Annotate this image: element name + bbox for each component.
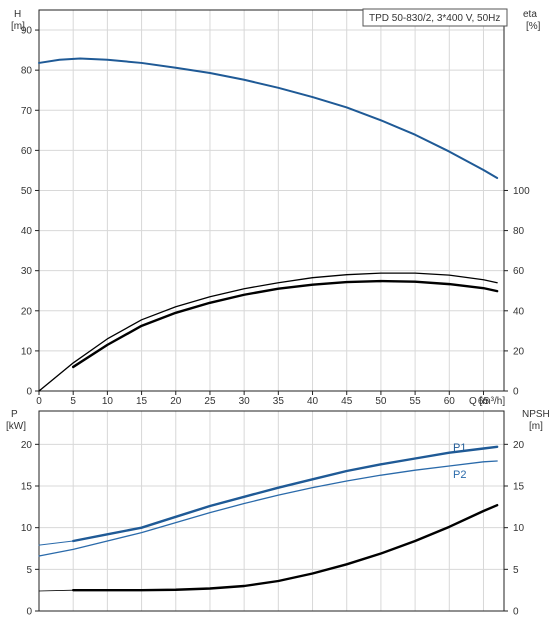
left-tick-label: 40	[21, 226, 33, 237]
p2-curve	[38, 460, 498, 557]
right-tick-label: 10	[513, 523, 525, 534]
left-tick-label: 80	[21, 66, 33, 77]
left-tick-label: 20	[21, 306, 33, 317]
power-axis-label-unit: [kW]	[6, 421, 26, 432]
right-tick-label: 20	[513, 440, 525, 451]
npsh-curve	[71, 503, 499, 592]
right-tick-label: 20	[513, 346, 525, 357]
x-tick-label: 55	[410, 396, 422, 407]
x-tick-label: 5	[70, 396, 76, 407]
p1-curve	[71, 445, 499, 543]
top-left-tick-labels: 0 10 20 30 40 50 60 70 80 90	[21, 26, 39, 398]
bottom-right-tick-labels: 0 5 10 15 20	[504, 440, 525, 618]
bottom-series-lines	[38, 445, 499, 592]
left-tick-label: 10	[21, 346, 33, 357]
left-tick-label: 0	[26, 607, 32, 618]
eta-axis-label-unit: [%]	[526, 21, 541, 32]
left-tick-label: 0	[26, 387, 32, 398]
head-axis-label-name: H	[14, 9, 21, 20]
p2-series-label: P2	[453, 469, 466, 481]
right-tick-label: 0	[513, 607, 519, 618]
left-tick-label: 15	[21, 482, 33, 493]
right-tick-label: 5	[513, 565, 519, 576]
p1-series-label: P1	[453, 442, 466, 454]
title-box: TPD 50-830/2, 3*400 V, 50Hz	[362, 8, 508, 27]
x-tick-label: 20	[170, 396, 182, 407]
eta-axis-label-name: eta	[523, 9, 537, 20]
right-tick-label: 100	[513, 186, 530, 197]
x-tick-label: 65	[478, 396, 490, 407]
npsh-axis-label-name: NPSH	[522, 409, 550, 420]
left-tick-label: 20	[21, 440, 33, 451]
eta-thick-curve	[71, 279, 499, 369]
origin-tail-curve	[38, 362, 74, 392]
right-tick-label: 80	[513, 226, 525, 237]
left-tick-label: 60	[21, 146, 33, 157]
right-tick-label: 15	[513, 482, 525, 493]
x-tick-label: 25	[204, 396, 216, 407]
h-curve	[38, 57, 499, 180]
head-efficiency-panel: 0 10 20 30 40 50 60 70 80 90 0 20 40 60 80 100 0 5 10 15 2…	[11, 8, 541, 407]
top-grid	[39, 10, 504, 391]
x-tick-label: 40	[307, 396, 319, 407]
chart-title: TPD 50-830/2, 3*400 V, 50Hz	[369, 13, 500, 24]
eta-thin-curve	[38, 272, 498, 392]
left-tick-label: 70	[21, 106, 33, 117]
flow-axis-label: Q [m³/h]	[469, 396, 505, 407]
npsh-axis-label-unit: [m]	[529, 421, 543, 432]
x-tick-label: 10	[102, 396, 114, 407]
head-axis-label-unit: [m]	[11, 21, 25, 32]
top-x-tick-labels: 0 5 10 15 20 25 30 35 40 45 50 55 60 65	[36, 391, 489, 407]
x-tick-label: 35	[273, 396, 285, 407]
x-tick-label: 45	[341, 396, 353, 407]
top-series-lines	[38, 57, 499, 392]
right-tick-label: 60	[513, 266, 525, 277]
left-tick-label: 5	[26, 565, 32, 576]
right-tick-label: 0	[513, 387, 519, 398]
x-tick-label: 0	[36, 396, 42, 407]
right-tick-label: 40	[513, 306, 525, 317]
bottom-plot-frame	[38, 410, 505, 612]
power-npsh-panel: 0 5 10 15 20 0 5 10 15 20 P [kW] NPSH [m] P1 P2	[6, 409, 550, 618]
x-tick-label: 30	[239, 396, 251, 407]
left-tick-label: 90	[21, 26, 33, 37]
npsh-dim-curve	[38, 589, 74, 592]
x-tick-label: 60	[444, 396, 456, 407]
x-tick-label: 50	[375, 396, 387, 407]
left-tick-label: 30	[21, 266, 33, 277]
title-box-frame	[362, 8, 508, 27]
left-tick-label: 50	[21, 186, 33, 197]
p1-dim-curve	[38, 540, 74, 546]
left-tick-label: 10	[21, 523, 33, 534]
power-axis-label-name: P	[11, 409, 18, 420]
bottom-grid	[39, 411, 504, 611]
top-plot-frame	[38, 9, 505, 392]
bottom-left-tick-labels: 0 5 10 15 20	[21, 440, 39, 618]
x-tick-label: 15	[136, 396, 148, 407]
top-right-tick-labels: 0 20 40 60 80 100	[504, 186, 530, 398]
